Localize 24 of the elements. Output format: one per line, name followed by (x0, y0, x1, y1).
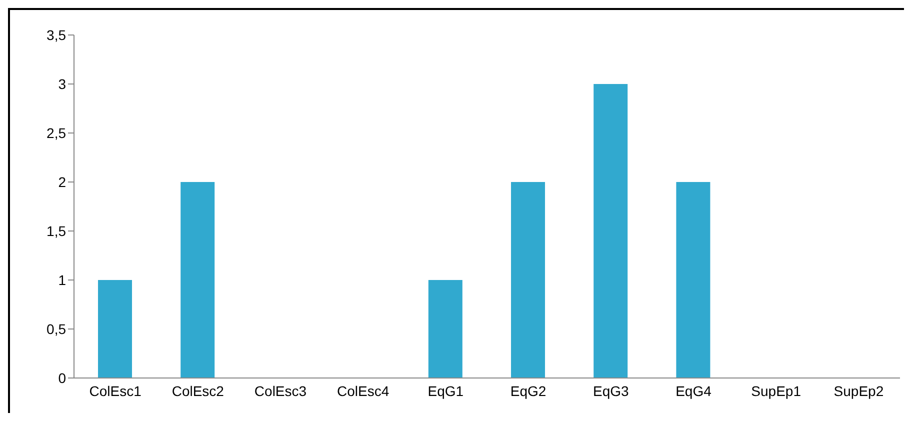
x-tick-label: SupEp1 (751, 382, 802, 399)
y-tick-label: 2 (58, 174, 66, 190)
y-tick-label: 0,5 (46, 320, 66, 337)
bar (98, 280, 132, 378)
x-tick-label: ColEsc4 (337, 382, 390, 399)
bar (511, 182, 545, 378)
x-tick-label: SupEp2 (834, 382, 884, 399)
x-tick-label: EqG1 (428, 382, 464, 399)
x-tick-label: EqG4 (676, 382, 712, 399)
bar (428, 280, 462, 378)
bar (594, 84, 628, 378)
y-tick-label: 1 (58, 272, 66, 288)
x-tick-label: ColEsc2 (172, 382, 224, 399)
y-tick-label: 3 (58, 76, 66, 92)
bar (676, 182, 710, 378)
x-tick-label: EqG3 (592, 382, 630, 399)
y-tick-label: 3,5 (46, 26, 66, 43)
x-tick-label: ColEsc3 (254, 382, 307, 399)
x-tick-label: ColEsc1 (89, 382, 142, 399)
y-tick-label: 0 (58, 370, 66, 386)
bar (180, 182, 215, 378)
x-tick-label: EqG2 (510, 382, 546, 399)
y-tick-label: 1,5 (46, 222, 66, 239)
y-tick-label: 2,5 (46, 124, 66, 141)
